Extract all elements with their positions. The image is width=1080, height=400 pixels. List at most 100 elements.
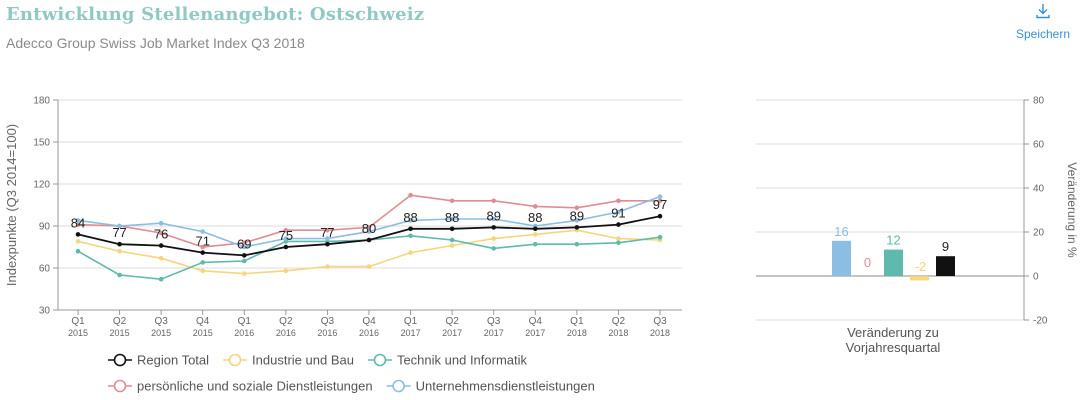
data-label: 84 — [71, 215, 85, 230]
data-point-industrie[interactable] — [200, 268, 206, 274]
data-point-region[interactable] — [117, 241, 122, 247]
data-point-industrie[interactable] — [491, 236, 497, 241]
data-point-unternehmen[interactable] — [657, 194, 663, 199]
x-tick-year: 2015 — [110, 328, 130, 338]
data-point-region[interactable] — [158, 243, 164, 248]
data-point-technik[interactable] — [408, 233, 413, 239]
x-tick-year: 2017 — [442, 328, 462, 338]
data-point-region[interactable] — [532, 226, 538, 232]
data-point-industrie[interactable] — [532, 232, 538, 237]
data-point-persoenlich[interactable] — [366, 225, 372, 230]
data-point-unternehmen[interactable] — [117, 223, 122, 229]
data-point-technik[interactable] — [241, 258, 247, 264]
data-point-region[interactable] — [574, 225, 580, 230]
save-button[interactable]: Speichern — [1012, 2, 1074, 41]
y-tick-label: 30 — [39, 306, 51, 317]
data-point-industrie[interactable] — [408, 250, 413, 255]
data-point-region[interactable] — [657, 213, 663, 219]
data-point-unternehmen[interactable] — [449, 216, 455, 222]
legend-marker-industrie — [228, 353, 242, 367]
data-point-technik[interactable] — [616, 240, 621, 246]
bar-chart: -20 0 20 40 60 80 Veränderung in % 16 0 12 -2 9 Verä… — [756, 96, 1079, 355]
bar-region[interactable] — [936, 256, 955, 276]
data-point-region[interactable] — [241, 253, 247, 258]
data-point-persoenlich[interactable] — [408, 192, 413, 198]
data-point-persoenlich[interactable] — [241, 240, 247, 246]
data-point-persoenlich[interactable] — [283, 227, 289, 233]
data-point-technik[interactable] — [75, 248, 81, 254]
data-point-unternehmen[interactable] — [75, 218, 81, 223]
data-point-industrie[interactable] — [158, 255, 164, 261]
data-point-industrie[interactable] — [241, 271, 247, 276]
legend[interactable]: Region Total Industrie und Bau Technik und… — [108, 353, 595, 394]
data-point-region[interactable] — [616, 222, 621, 227]
data-point-industrie[interactable] — [325, 264, 330, 269]
data-label: 89 — [570, 208, 584, 223]
x-tick-label: Q2 — [113, 316, 127, 327]
data-point-region[interactable] — [408, 226, 413, 232]
bar-industrie[interactable] — [910, 276, 929, 281]
data-point-unternehmen[interactable] — [283, 236, 289, 241]
data-point-persoenlich[interactable] — [657, 198, 663, 204]
data-point-region[interactable] — [491, 225, 497, 230]
data-point-persoenlich[interactable] — [75, 222, 81, 227]
x-tick-year: 2016 — [359, 328, 379, 338]
data-point-technik[interactable] — [574, 241, 580, 247]
bar-unternehmen[interactable] — [832, 240, 851, 276]
x-tick-label: Q4 — [196, 316, 210, 327]
x-tick-year: 2017 — [525, 328, 545, 338]
data-point-industrie[interactable] — [117, 248, 122, 254]
data-point-region[interactable] — [75, 232, 81, 237]
data-point-industrie[interactable] — [75, 239, 81, 244]
data-point-unternehmen[interactable] — [574, 218, 580, 223]
x-tick-year: 2016 — [234, 328, 254, 338]
data-point-unternehmen[interactable] — [366, 229, 372, 234]
data-point-region[interactable] — [200, 250, 206, 255]
bar-y-axis-label: Veränderung in % — [1065, 162, 1079, 258]
y-tick-label: 90 — [39, 222, 51, 233]
data-point-region[interactable] — [449, 226, 455, 232]
data-point-technik[interactable] — [491, 246, 497, 251]
bar-technik[interactable] — [884, 249, 903, 276]
data-point-technik[interactable] — [657, 234, 663, 240]
data-point-region[interactable] — [366, 237, 372, 243]
data-point-industrie[interactable] — [616, 236, 621, 241]
save-label: Speichern — [1015, 27, 1071, 41]
data-point-unternehmen[interactable] — [241, 244, 247, 250]
data-point-technik[interactable] — [117, 272, 122, 278]
data-point-industrie[interactable] — [366, 264, 372, 269]
data-point-persoenlich[interactable] — [325, 227, 330, 233]
data-point-unternehmen[interactable] — [158, 220, 164, 226]
legend-item-technik[interactable]: Technik und Informatik — [367, 353, 528, 368]
data-point-region[interactable] — [283, 244, 289, 250]
data-point-persoenlich[interactable] — [449, 198, 455, 204]
legend-item-region[interactable]: Region Total — [108, 353, 209, 368]
series-line-technik[interactable] — [77, 234, 661, 281]
data-point-technik[interactable] — [449, 237, 455, 243]
data-point-unternehmen[interactable] — [325, 236, 330, 241]
data-point-technik[interactable] — [158, 276, 164, 282]
data-point-unternehmen[interactable] — [491, 216, 497, 222]
data-point-technik[interactable] — [200, 260, 206, 265]
x-tick-label: Q1 — [238, 316, 252, 327]
legend-marker-unternehmen — [392, 379, 405, 393]
data-point-persoenlich[interactable] — [158, 230, 164, 236]
data-point-persoenlich[interactable] — [491, 198, 497, 204]
data-point-unternehmen[interactable] — [616, 209, 621, 215]
data-point-unternehmen[interactable] — [408, 218, 413, 223]
data-point-persoenlich[interactable] — [200, 244, 206, 250]
legend-marker-persoenlich — [113, 379, 127, 393]
data-point-industrie[interactable] — [283, 268, 289, 274]
data-point-region[interactable] — [325, 241, 330, 247]
legend-item-industrie[interactable]: Industrie und Bau — [223, 353, 354, 368]
legend-item-persoenlich[interactable]: persönliche und soziale Dienstleistungen — [108, 379, 373, 394]
legend-item-unternehmen[interactable]: Unternehmensdienstleistungen — [386, 379, 595, 394]
data-point-persoenlich[interactable] — [574, 205, 580, 211]
data-point-technik[interactable] — [532, 241, 538, 247]
data-point-persoenlich[interactable] — [616, 198, 621, 204]
legend-label-unternehmen: Unternehmensdienstleistungen — [416, 379, 595, 394]
data-point-unternehmen[interactable] — [200, 229, 206, 234]
data-label: 88 — [403, 210, 417, 225]
data-point-persoenlich[interactable] — [532, 204, 538, 209]
data-point-industrie[interactable] — [449, 243, 455, 248]
